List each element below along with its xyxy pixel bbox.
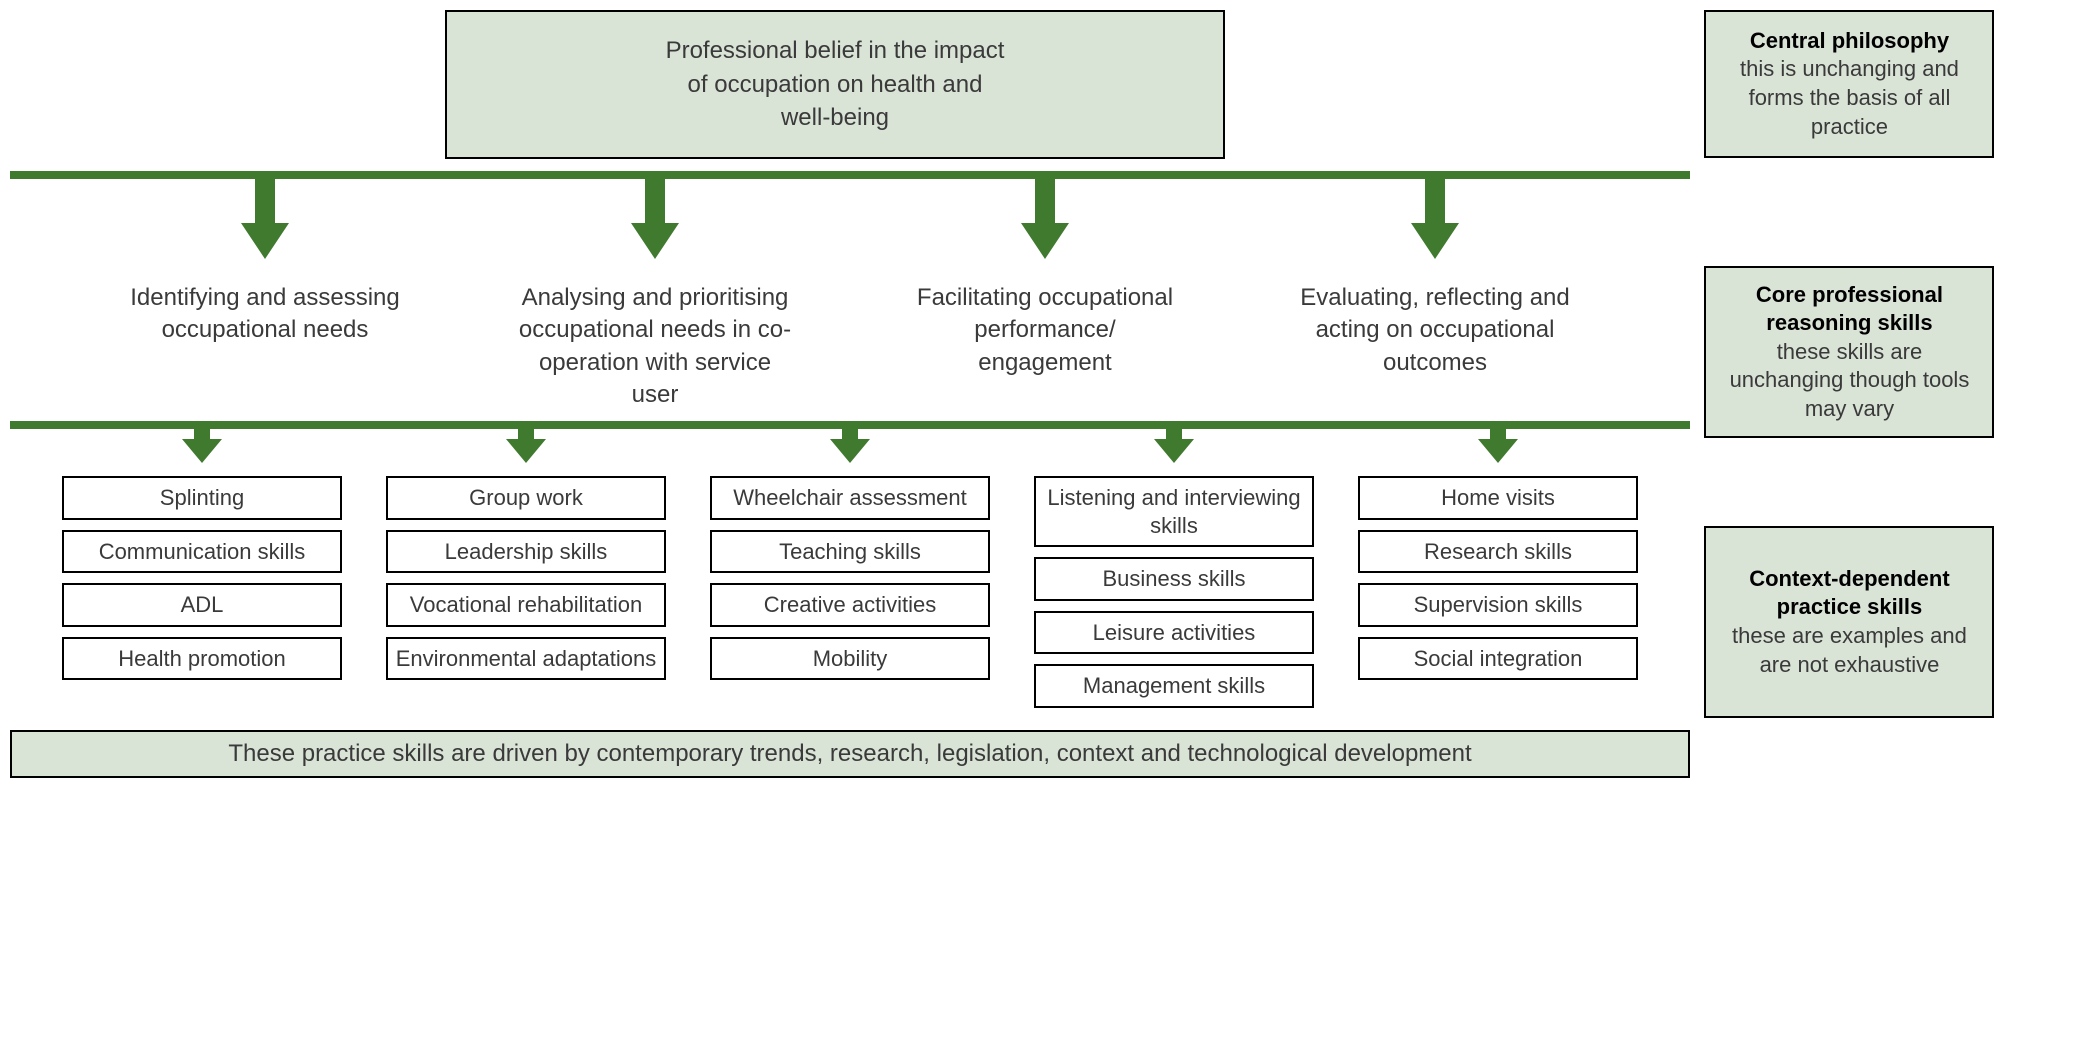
practice-skill-box: Research skills: [1358, 530, 1638, 574]
practice-skill-col: Wheelchair assessment Teaching skills Crea…: [710, 429, 990, 718]
side-label-title: Context-dependent practice skills: [1718, 565, 1980, 622]
row-core-skills: Identifying and assessing occupational n…: [10, 179, 1690, 422]
side-label-desc: this is unchanging and forms the basis o…: [1718, 55, 1980, 141]
practice-skill-box: Management skills: [1034, 664, 1314, 708]
side-label-central-philosophy: Central philosophy this is unchanging an…: [1704, 10, 1994, 158]
practice-skill-col: Listening and interviewing skills Busines…: [1034, 429, 1314, 718]
philosophy-line3: well-being: [467, 101, 1203, 135]
arrow-down-icon: [1478, 421, 1518, 463]
practice-skill-box: ADL: [62, 583, 342, 627]
side-label-core-skills: Core professional reasoning skills these…: [1704, 266, 1994, 438]
footer-note-text: These practice skills are driven by cont…: [228, 740, 1471, 767]
philosophy-line2: of occupation on health and: [467, 68, 1203, 102]
practice-skill-box: Leadership skills: [386, 530, 666, 574]
core-skill-col: Evaluating, reflecting and acting on occ…: [1285, 179, 1585, 412]
core-skill-text: Identifying and assessing occupational n…: [115, 282, 415, 347]
practice-skill-box: Home visits: [1358, 476, 1638, 520]
row-central-philosophy: Professional belief in the impact of occ…: [10, 10, 1690, 171]
arrow-down-icon: [506, 421, 546, 463]
footer-note-box: These practice skills are driven by cont…: [10, 730, 1690, 778]
practice-skill-col: Splinting Communication skills ADL Health p…: [62, 429, 342, 718]
arrow-down-icon: [830, 421, 870, 463]
practice-skill-col: Group work Leadership skills Vocational re…: [386, 429, 666, 718]
practice-skill-col: Home visits Research skills Supervision sk…: [1358, 429, 1638, 718]
arrow-down-icon: [631, 179, 679, 259]
practice-skill-box: Creative activities: [710, 583, 990, 627]
practice-skill-box: Communication skills: [62, 530, 342, 574]
core-skill-col: Facilitating occupational performance/ e…: [895, 179, 1195, 412]
practice-skill-box: Listening and interviewing skills: [1034, 476, 1314, 547]
side-label-practice-skills: Context-dependent practice skills these …: [1704, 526, 1994, 718]
practice-skill-box: Health promotion: [62, 637, 342, 681]
central-philosophy-box: Professional belief in the impact of occ…: [445, 10, 1225, 159]
core-skill-text: Analysing and prioritising occupational …: [505, 282, 805, 412]
practice-skill-box: Leisure activities: [1034, 611, 1314, 655]
practice-skill-box: Mobility: [710, 637, 990, 681]
core-skill-col: Analysing and prioritising occupational …: [505, 179, 805, 412]
arrow-down-icon: [241, 179, 289, 259]
practice-skill-box: Splinting: [62, 476, 342, 520]
practice-skill-box: Environmental adaptations: [386, 637, 666, 681]
arrow-down-icon: [1411, 179, 1459, 259]
diagram-main: Professional belief in the impact of occ…: [10, 10, 1690, 778]
row-practice-skills: Splinting Communication skills ADL Health p…: [10, 429, 1690, 726]
philosophy-line1: Professional belief in the impact: [467, 34, 1203, 68]
practice-skill-box: Business skills: [1034, 557, 1314, 601]
arrow-down-icon: [1154, 421, 1194, 463]
arrow-down-icon: [182, 421, 222, 463]
practice-skill-box: Group work: [386, 476, 666, 520]
practice-skill-box: Social integration: [1358, 637, 1638, 681]
arrow-down-icon: [1021, 179, 1069, 259]
core-skill-text: Facilitating occupational performance/ e…: [895, 282, 1195, 379]
core-skill-text: Evaluating, reflecting and acting on occ…: [1285, 282, 1585, 379]
side-label-desc: these are examples and are not exhaustiv…: [1718, 622, 1980, 679]
side-label-title: Central philosophy: [1718, 27, 1980, 56]
side-label-desc: these skills are unchanging though tools…: [1718, 338, 1980, 424]
divider-bar-1: [10, 171, 1690, 179]
practice-skill-box: Vocational rehabilitation: [386, 583, 666, 627]
side-labels-column: Central philosophy this is unchanging an…: [1704, 10, 1994, 728]
side-label-title: Core professional reasoning skills: [1718, 281, 1980, 338]
core-skill-col: Identifying and assessing occupational n…: [115, 179, 415, 412]
practice-skill-box: Teaching skills: [710, 530, 990, 574]
practice-skill-box: Supervision skills: [1358, 583, 1638, 627]
practice-skill-box: Wheelchair assessment: [710, 476, 990, 520]
